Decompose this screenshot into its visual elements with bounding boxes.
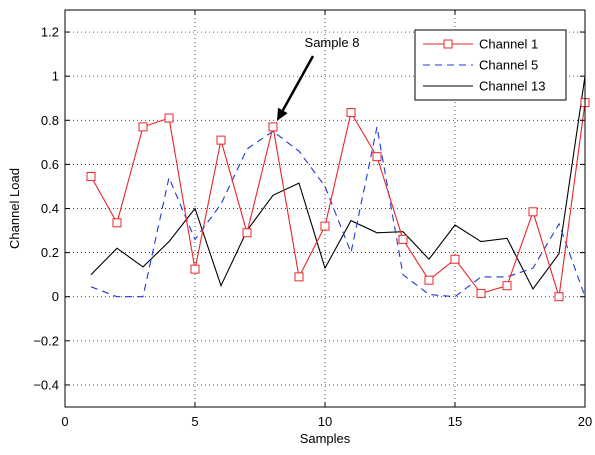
annotation: Sample 8 [277, 35, 359, 121]
data-point-marker [450, 254, 460, 264]
x-tick-label: 5 [191, 414, 198, 429]
data-point-marker [112, 218, 122, 228]
series-layer [86, 76, 590, 302]
x-tick-label: 15 [448, 414, 462, 429]
legend-label-0: Channel 1 [479, 37, 538, 52]
legend-marker-0 [443, 39, 453, 49]
data-point-marker [372, 152, 382, 162]
data-point-marker [138, 122, 148, 132]
data-point-marker [242, 228, 252, 238]
annotation-label: Sample 8 [305, 35, 360, 50]
data-point-marker [424, 275, 434, 285]
x-tick-label: 10 [318, 414, 332, 429]
series-line-1 [90, 126, 586, 298]
data-point-marker [294, 272, 304, 282]
axis-ticks: 0 5 10 15 20 −0.4 −0.2 0 0.2 0.4 0.6 0.8 1 1.2 [33, 10, 592, 429]
legend-label-2: Channel 13 [479, 79, 546, 94]
data-point-marker [164, 113, 174, 123]
x-tick-label: 20 [578, 414, 592, 429]
data-point-marker [86, 172, 96, 182]
legend-label-1: Channel 5 [479, 58, 538, 73]
annotation-arrowhead [277, 107, 288, 121]
y-tick-label: 0.8 [41, 113, 59, 128]
x-tick-label: 0 [61, 414, 68, 429]
data-point-marker [320, 221, 330, 231]
y-tick-label: 1 [52, 69, 59, 84]
data-point-marker [346, 108, 356, 118]
y-tick-label: 0.2 [41, 245, 59, 260]
data-point-marker [216, 135, 226, 145]
y-tick-label: −0.2 [33, 333, 59, 348]
data-point-marker [502, 281, 512, 291]
y-tick-label: 0 [52, 289, 59, 304]
y-tick-label: 1.2 [41, 25, 59, 40]
data-point-marker [476, 288, 486, 298]
grid [65, 10, 585, 407]
y-tick-label: 0.6 [41, 157, 59, 172]
data-point-marker [268, 122, 278, 132]
series-line-2 [90, 76, 586, 291]
data-point-marker [190, 264, 200, 274]
y-tick-label: 0.4 [41, 201, 59, 216]
series-line-0 [90, 102, 586, 297]
data-point-marker [398, 234, 408, 244]
legend: Channel 1 Channel 5 Channel 13 [414, 29, 567, 101]
data-point-marker [554, 292, 564, 302]
annotation-arrow [281, 55, 315, 112]
y-tick-label: −0.4 [33, 377, 59, 392]
data-point-marker [528, 207, 538, 217]
y-axis-label: Channel Load [7, 168, 22, 249]
x-axis-label: Samples [300, 431, 351, 446]
